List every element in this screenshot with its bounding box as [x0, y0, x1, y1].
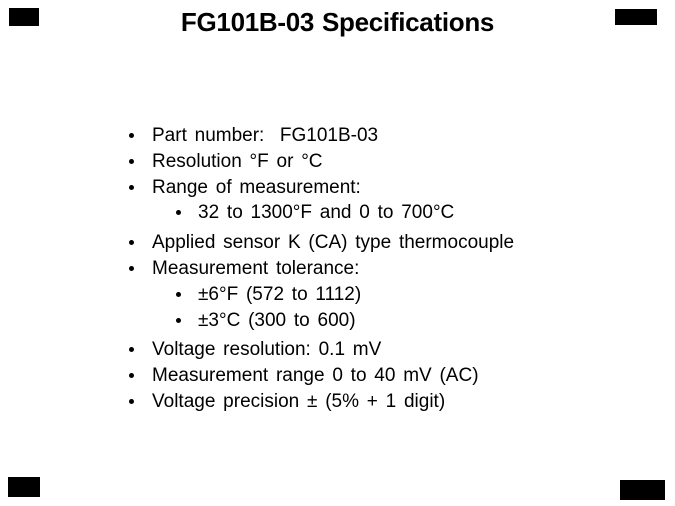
corner-mark-bottom-right-icon — [620, 480, 665, 500]
sub-bullet-item: ±6°F (572 to 1112) — [0, 282, 675, 308]
corner-mark-top-left-icon — [9, 8, 39, 26]
corner-mark-top-right-icon — [615, 9, 657, 25]
slide-title: FG101B-03 Specifications — [180, 7, 495, 37]
bullet-text: Voltage resolution: 0.1 mV — [152, 339, 382, 361]
bullet-item: Resolution °F or °C — [0, 149, 675, 175]
bullet-item: Range of measurement: — [0, 175, 675, 201]
sub-bullet-item: 32 to 1300°F and 0 to 700°C — [0, 200, 675, 226]
bullet-text: ±3°C (300 to 600) — [198, 309, 356, 331]
bullet-icon — [129, 133, 134, 138]
bullet-icon — [129, 347, 134, 353]
sub-bullet-item: ±3°C (300 to 600) — [0, 308, 675, 334]
bullet-item: Part number: FG101B-03 — [0, 123, 675, 149]
bullet-item: Measurement range 0 to 40 mV (AC) — [0, 363, 675, 389]
bullet-text: Part number: FG101B-03 — [152, 125, 379, 146]
bullet-icon — [129, 398, 134, 404]
bullet-icon — [176, 210, 181, 216]
bullet-text: Voltage precision ± (5% + 1 digit) — [152, 390, 446, 412]
bullet-icon — [129, 184, 134, 190]
corner-mark-bottom-left-icon — [8, 477, 40, 497]
bullet-text: ±6°F (572 to 1112) — [198, 283, 362, 305]
bullet-item: Voltage precision ± (5% + 1 digit) — [0, 389, 675, 415]
bullet-text: Measurement tolerance: — [152, 257, 360, 279]
bullet-list: Part number: FG101B-03 Resolution °F or °… — [0, 123, 675, 415]
bullet-text: Resolution °F or °C — [152, 150, 323, 172]
bullet-item: Measurement tolerance: — [0, 256, 675, 282]
bullet-text: 32 to 1300°F and 0 to 700°C — [198, 202, 455, 224]
bullet-icon — [129, 373, 134, 379]
bullet-item: Applied sensor K (CA) type thermocouple — [0, 230, 675, 256]
bullet-icon — [129, 265, 134, 271]
bullet-text: Applied sensor K (CA) type thermocouple — [152, 232, 515, 254]
bullet-text: Measurement range 0 to 40 mV (AC) — [152, 365, 479, 387]
bullet-icon — [129, 158, 134, 164]
bullet-text: Range of measurement: — [152, 176, 361, 198]
bullet-item: Voltage resolution: 0.1 mV — [0, 337, 675, 363]
bullet-icon — [129, 240, 134, 246]
bullet-icon — [176, 291, 181, 297]
bullet-icon — [176, 317, 181, 323]
